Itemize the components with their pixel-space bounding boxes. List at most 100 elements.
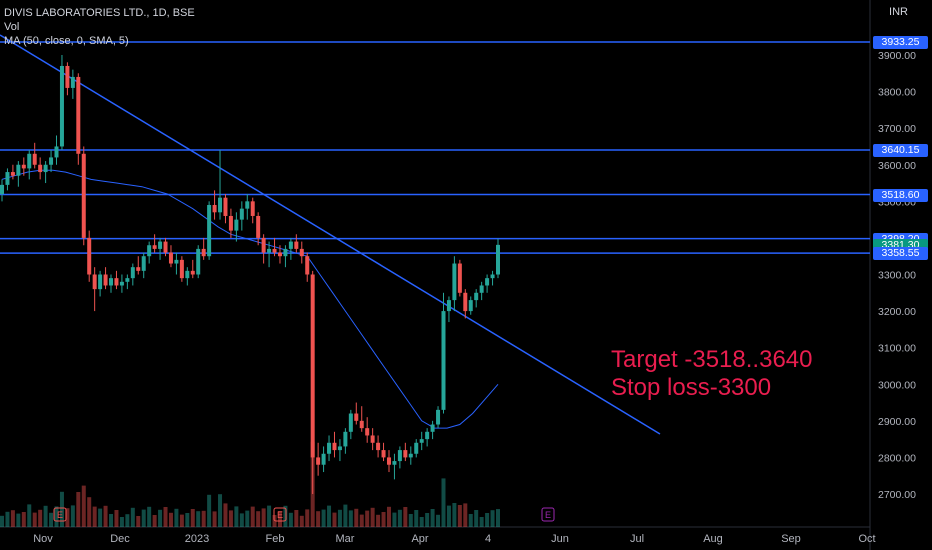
volume-bar: [87, 497, 92, 527]
candle-body: [158, 241, 163, 249]
candle-body: [474, 292, 479, 301]
volume-bar: [16, 513, 21, 527]
candle-body: [136, 267, 141, 271]
symbol-title[interactable]: DIVIS LABORATORIES LTD., 1D, BSE: [4, 7, 195, 19]
candle-body: [109, 278, 114, 286]
candle-body: [337, 446, 342, 451]
candle-body: [239, 208, 244, 220]
volume-bar: [76, 492, 81, 527]
candle-body: [54, 146, 59, 158]
candle-body: [234, 219, 239, 231]
candle-body: [125, 278, 130, 282]
volume-bar: [474, 510, 479, 527]
candle-body: [87, 237, 92, 275]
volume-bar: [327, 505, 332, 527]
candle-body: [185, 270, 190, 279]
trade-annotation[interactable]: Target -3518..3640 Stop loss-3300: [611, 346, 812, 402]
volume-bar: [321, 509, 326, 527]
volume-bar: [92, 506, 97, 527]
volume-bar: [125, 514, 130, 527]
volume-bars: [0, 441, 500, 527]
price-tag: 3518.60: [873, 188, 928, 202]
price-tick-label: 2900.00: [878, 416, 916, 428]
candle-body: [490, 274, 495, 279]
volume-bar: [496, 509, 500, 527]
candle-body: [174, 259, 179, 264]
volume-bar: [381, 512, 386, 527]
earnings-marker: [273, 507, 287, 522]
time-tick-label: Dec: [110, 533, 130, 545]
ma-line: [1, 169, 499, 429]
volume-bar: [250, 506, 255, 527]
candle-body: [201, 248, 206, 257]
volume-bar: [457, 505, 462, 527]
earnings-marker-label: E: [545, 510, 551, 520]
candle-body: [207, 204, 212, 257]
candle-body: [10, 172, 15, 176]
time-tick-label: Apr: [411, 533, 428, 545]
volume-indicator-label[interactable]: Vol: [4, 21, 20, 33]
volume-bar: [256, 511, 261, 527]
candles: [0, 55, 500, 494]
price-tick-label: 3700.00: [878, 123, 916, 135]
volume-bar: [414, 510, 419, 527]
candle-body: [479, 285, 484, 293]
volume-bar: [5, 511, 10, 527]
volume-bar: [109, 514, 114, 527]
candle-body: [392, 461, 397, 465]
candle-body: [223, 197, 228, 216]
time-tick-label: 4: [485, 533, 491, 545]
volume-bar: [337, 509, 342, 527]
candle-body: [310, 274, 315, 458]
volume-bar: [130, 507, 135, 527]
volume-bar: [228, 510, 233, 527]
candle-body: [397, 450, 402, 462]
candle-body: [27, 153, 32, 169]
volume-bar: [59, 491, 64, 527]
volume-bar: [190, 509, 195, 527]
candle-body: [408, 453, 413, 458]
candle-body: [485, 278, 490, 286]
candle-body: [190, 270, 195, 275]
candle-body: [419, 439, 424, 443]
candle-body: [305, 256, 310, 275]
candle-body: [376, 442, 381, 451]
price-tick-label: 3000.00: [878, 379, 916, 391]
candle-body: [403, 450, 408, 458]
volume-bar: [196, 511, 201, 527]
time-tick-label: Nov: [33, 533, 53, 545]
volume-bar: [81, 485, 86, 527]
price-tick-label: 3300.00: [878, 270, 916, 282]
volume-bar: [245, 510, 250, 527]
candle-body: [457, 263, 462, 293]
candle-body: [414, 442, 419, 454]
candle-body: [212, 204, 217, 213]
candle-body: [332, 442, 337, 451]
price-axis: 3900.003800.003700.003600.003500.003400.…: [878, 50, 916, 501]
volume-bar: [43, 505, 48, 527]
price-tick-label: 3200.00: [878, 306, 916, 318]
volume-bar: [299, 515, 304, 527]
volume-bar: [136, 516, 141, 527]
volume-bar: [277, 511, 282, 527]
candle-body: [16, 164, 21, 176]
chart-grid: [0, 0, 871, 550]
candle-body: [147, 245, 152, 257]
moving-average: [1, 169, 499, 429]
candle-body: [98, 274, 103, 290]
candle-body: [250, 201, 255, 216]
volume-bar: [54, 506, 59, 527]
time-tick-label: Oct: [858, 533, 875, 545]
price-tick-label: 3900.00: [878, 50, 916, 62]
candle-body: [5, 172, 10, 185]
volume-bar: [201, 510, 206, 527]
volume-bar: [239, 513, 244, 527]
volume-bar: [403, 507, 408, 527]
volume-bar: [49, 512, 54, 527]
volume-bar: [386, 506, 391, 527]
volume-bar: [332, 512, 337, 527]
volume-bar: [114, 510, 119, 527]
ma-indicator-label[interactable]: MA (50, close, 0, SMA, 5): [4, 35, 129, 47]
volume-bar: [158, 509, 163, 527]
